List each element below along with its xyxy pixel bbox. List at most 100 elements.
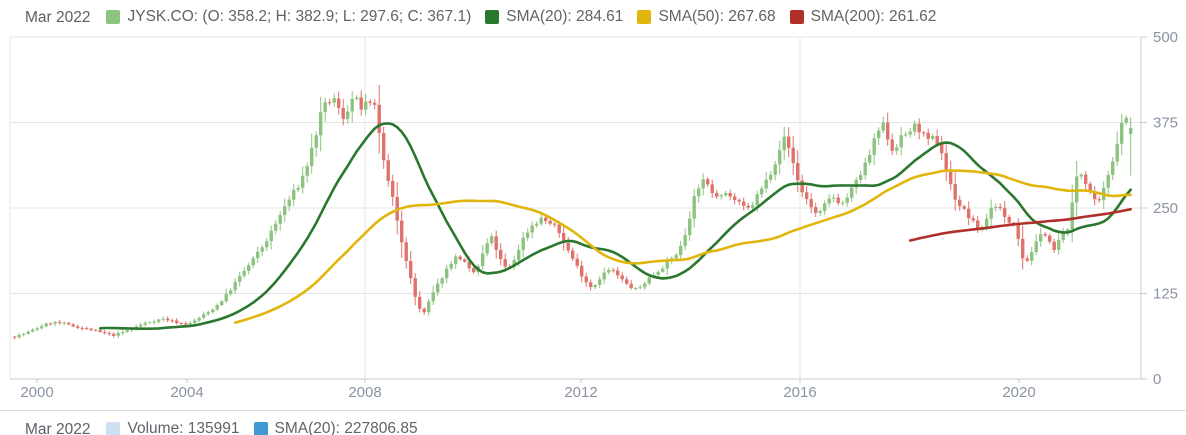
axes: 0 125 250 375 500 2000 2004 2008 2012 2016 2020 (20, 29, 1178, 401)
candle-body (175, 320, 179, 324)
legend-item-label: SMA(200): 261.62 (810, 7, 937, 25)
candle-body (157, 319, 161, 322)
candle-body (584, 276, 588, 283)
sma50-swatch-icon (637, 9, 652, 24)
legend-item-label: SMA(20): 227806.85 (274, 419, 418, 435)
legend-item-price-series: JYSK.CO: (O: 358.2; H: 382.9; L: 297.6; … (106, 8, 471, 26)
candle-body (692, 196, 696, 219)
candle-body (62, 322, 66, 324)
candle-body (350, 98, 354, 112)
candle-body (314, 135, 318, 148)
y-axis-label: 0 (1153, 371, 1161, 388)
candle-body (53, 321, 57, 324)
candle-body (994, 206, 998, 209)
candle-body (998, 206, 1002, 209)
candle-body (751, 205, 755, 208)
candle-body (904, 134, 908, 136)
candle-body (454, 256, 458, 264)
candle-body (445, 268, 449, 279)
candle-body (265, 241, 269, 248)
candle-body (971, 218, 975, 221)
candle-body (404, 242, 408, 261)
sma200-line (908, 208, 1132, 242)
candle-body (229, 290, 233, 294)
legend-item-sma200: SMA(200): 261.62 (789, 7, 937, 26)
candle-body (1030, 252, 1034, 261)
candle-body (760, 188, 764, 195)
candle-body (778, 150, 782, 165)
candle-body (1003, 208, 1007, 217)
candle-body (247, 265, 251, 271)
candle-body (197, 317, 201, 321)
candle-body (292, 189, 296, 200)
candle-body (931, 136, 935, 139)
candle-body (755, 194, 759, 206)
candle-body (634, 287, 638, 289)
candle-body (976, 220, 980, 231)
candle-body (368, 101, 372, 103)
candle-body (800, 180, 804, 193)
candle-body (103, 331, 107, 334)
candle-body (557, 224, 561, 234)
candle-body (355, 97, 359, 99)
candle-body (764, 179, 768, 189)
candle-body (899, 135, 903, 148)
candle-body (841, 202, 845, 204)
candle-body (656, 271, 660, 275)
candle-body (166, 318, 170, 321)
candle-body (1115, 143, 1119, 162)
candle-body (868, 154, 872, 163)
candle-body (548, 220, 552, 224)
candle-body (526, 232, 530, 238)
candle-body (521, 237, 525, 250)
candle-body (422, 308, 426, 313)
candle-body (499, 249, 503, 260)
candle-body (139, 324, 143, 327)
candle-body (1039, 234, 1043, 242)
candle-body (710, 184, 714, 194)
candle-body (143, 322, 147, 325)
legend-item-label: SMA(20): 284.61 (506, 7, 624, 25)
legend-date: Mar 2022 (25, 421, 91, 435)
candle-body (629, 283, 633, 288)
candle-body (643, 283, 647, 288)
x-axis-label: 2012 (564, 384, 597, 401)
candle-body (463, 259, 467, 262)
candle-body (814, 207, 818, 213)
candle-body (940, 143, 944, 154)
candle-body (373, 102, 377, 105)
candle-body (562, 233, 566, 243)
candle-body (71, 324, 75, 327)
candle-body (472, 268, 476, 273)
candle-body (125, 330, 129, 332)
candle-body (1007, 216, 1011, 223)
candle-body (301, 175, 305, 188)
candle-body (823, 203, 827, 211)
candle-body (553, 223, 557, 225)
candle-body (620, 275, 624, 280)
candle-body (1106, 174, 1110, 188)
x-axis-label: 2008 (348, 384, 381, 401)
candle-body (391, 180, 395, 197)
candle-body (746, 205, 750, 208)
candle-body (76, 326, 80, 328)
candle-body (922, 132, 926, 134)
sma20-swatch-icon (485, 9, 500, 24)
candle-body (625, 279, 629, 284)
price-pane-legend: Mar 2022 JYSK.CO: (O: 358.2; H: 382.9; L… (25, 8, 936, 28)
volume-legend-items: Volume: 135991 SMA(20): 227806.85 (106, 419, 418, 435)
candle-body (364, 101, 368, 110)
candle-body (436, 283, 440, 293)
candle-body (872, 138, 876, 155)
candle-body (917, 123, 921, 133)
volume-swatch-icon (106, 421, 121, 435)
candle-body (490, 236, 494, 244)
candle-body (1093, 191, 1097, 200)
candle-body (1120, 122, 1124, 144)
candle-body (400, 220, 404, 243)
candle-body (665, 261, 669, 269)
candle-body (382, 133, 386, 161)
x-axis-label: 2000 (20, 384, 53, 401)
candle-body (1061, 233, 1065, 240)
